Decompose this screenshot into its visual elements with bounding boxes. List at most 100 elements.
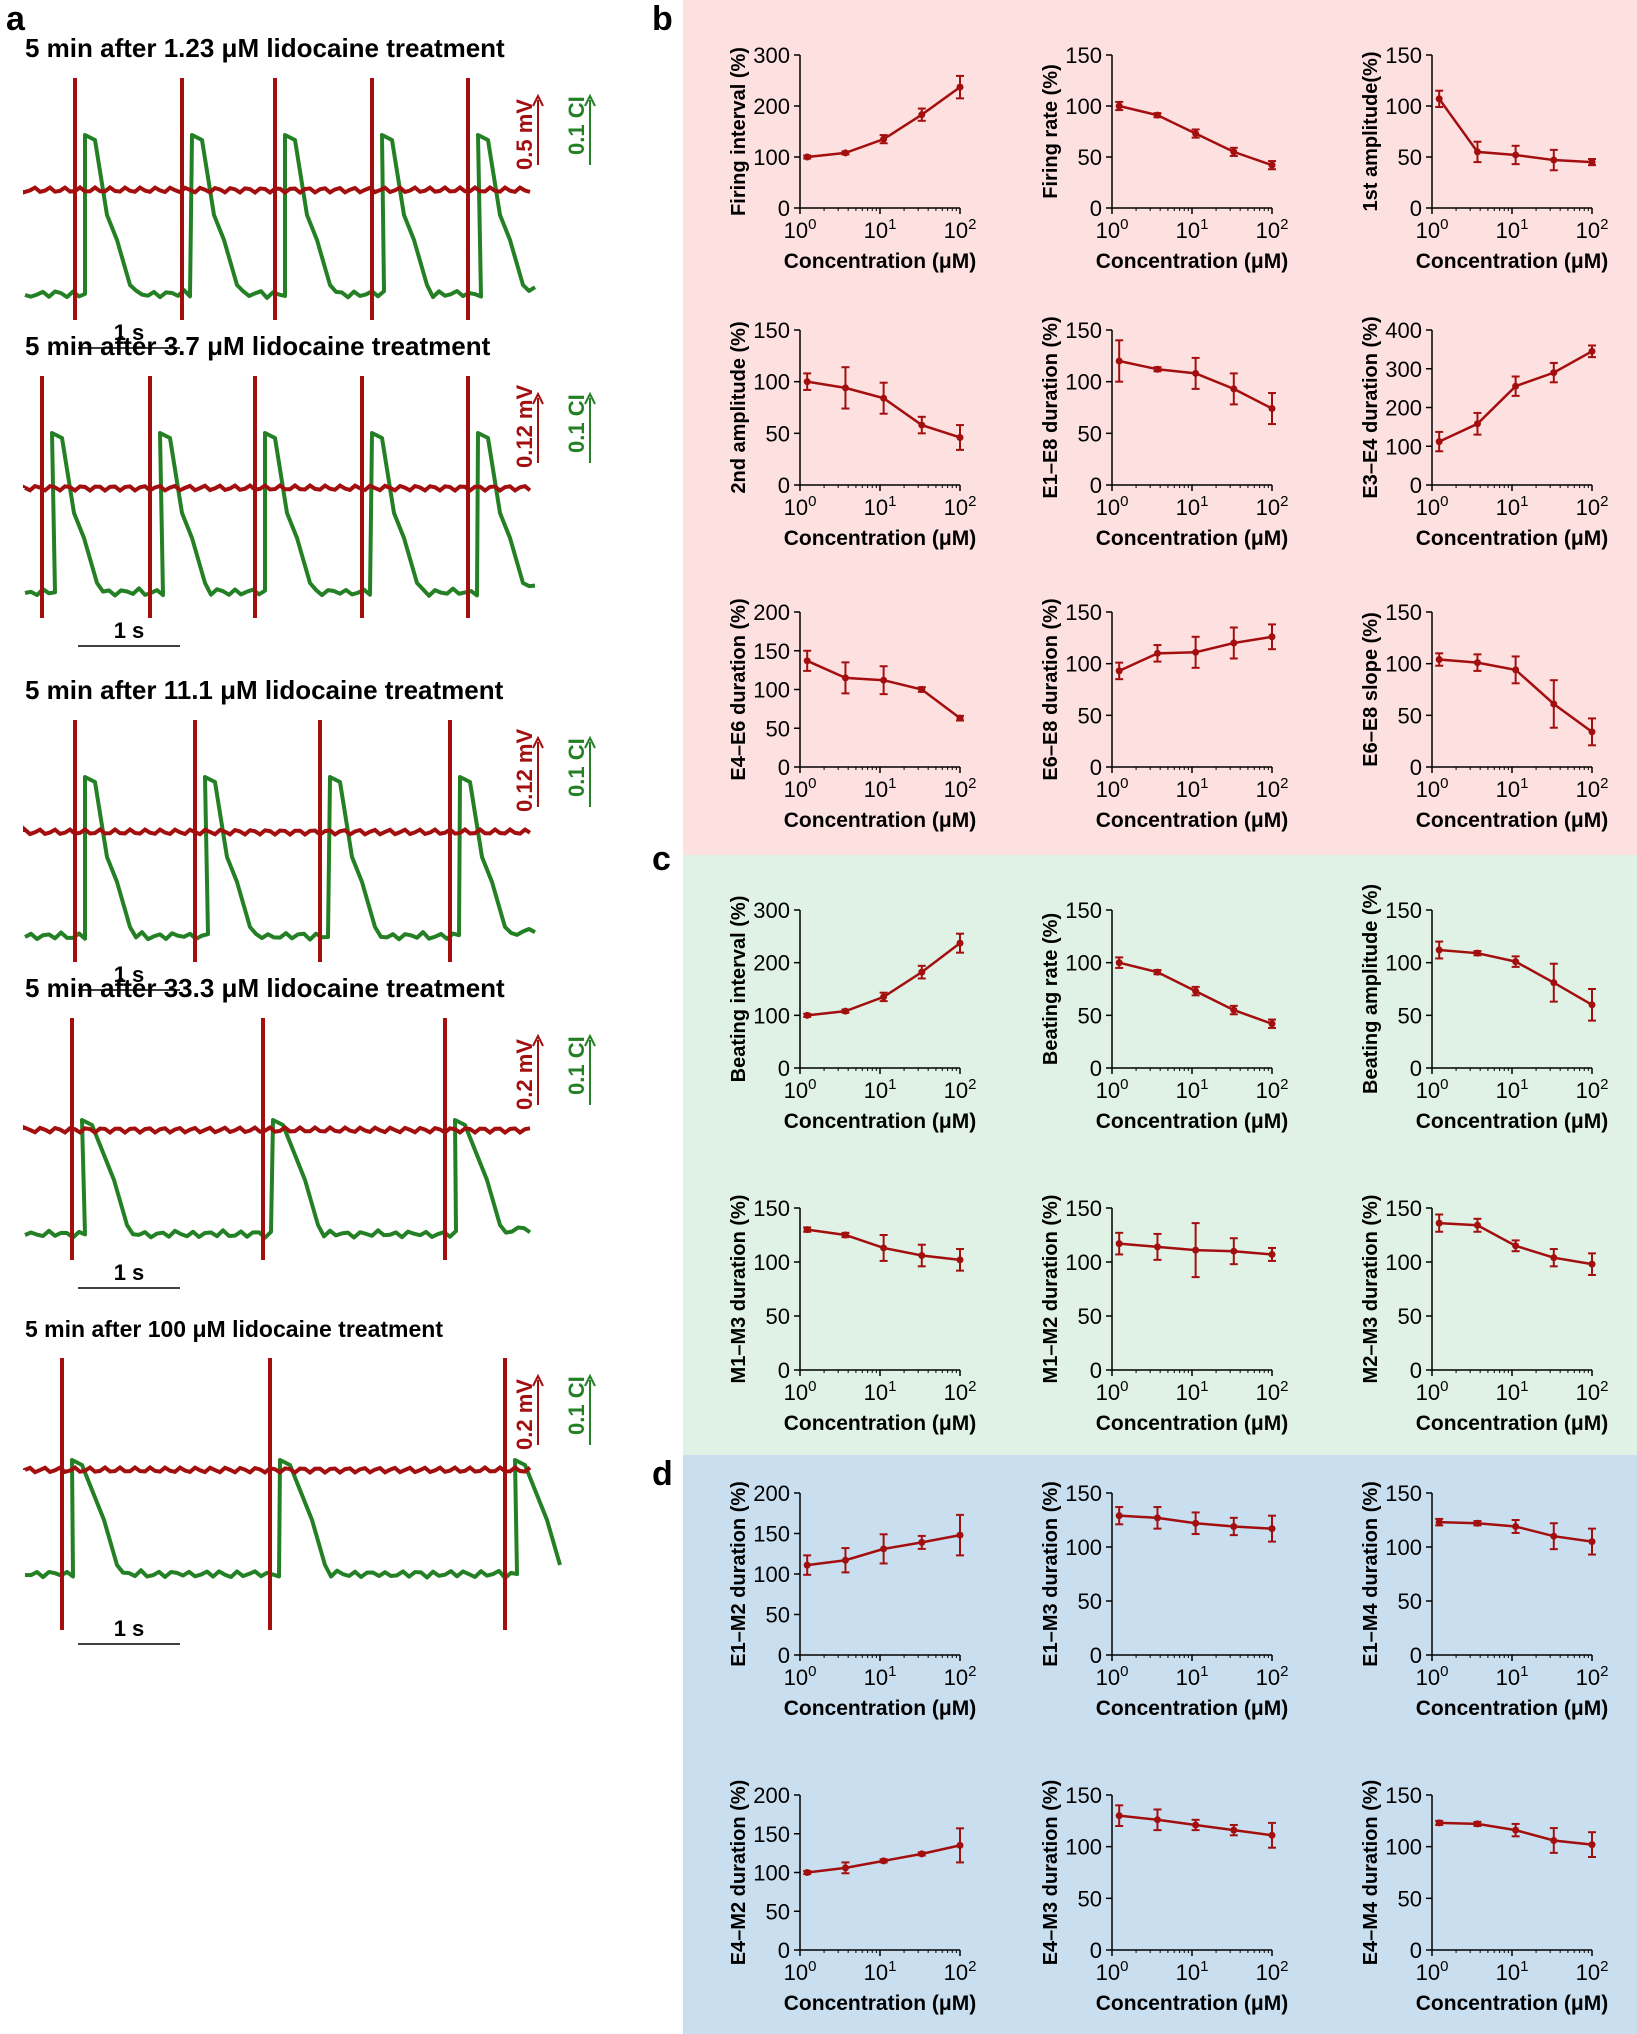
y-tick-label: 50 (1398, 1003, 1422, 1028)
y-axis-label: E1–E8 duration (%) (1040, 316, 1062, 498)
x-tick-label: 100 (784, 216, 817, 243)
y-tick-label: 200 (753, 94, 790, 119)
y-tick-label: 50 (1078, 421, 1102, 446)
time-scale-label: 1 s (114, 1260, 145, 1285)
y-tick-label: 0 (778, 755, 790, 780)
y-tick-label: 400 (1385, 318, 1422, 343)
y-tick-label: 200 (753, 600, 790, 625)
data-point (956, 714, 964, 722)
y-tick-label: 50 (1398, 1304, 1422, 1329)
data-point (1268, 405, 1276, 413)
y-tick-label: 150 (753, 1196, 790, 1221)
y-tick-label: 0 (1090, 196, 1102, 221)
data-point (918, 421, 926, 429)
trace-title: 5 min after 11.1 μM lidocaine treatment (25, 675, 504, 705)
y-tick-label: 200 (753, 1783, 790, 1808)
y-tick-label: 150 (1385, 600, 1422, 625)
data-point (1512, 1826, 1520, 1834)
data-point (803, 1869, 811, 1876)
y-tick-label: 0 (1090, 473, 1102, 498)
data-point (1268, 1831, 1276, 1839)
y-tick-label: 0 (1090, 1358, 1102, 1383)
impedance-scale-arrow (584, 1033, 596, 1047)
y-tick-label: 0 (778, 1056, 790, 1081)
y-axis-label: E4–E6 duration (%) (728, 598, 750, 780)
panel-d-background (683, 1455, 1637, 2034)
panel-label-c: c (652, 840, 671, 878)
x-axis-label: Concentration (μM) (1096, 250, 1289, 273)
data-point (918, 968, 926, 976)
y-axis-label: E4–M2 duration (%) (728, 1780, 750, 1966)
y-axis-label: E4–M4 duration (%) (1360, 1780, 1382, 1966)
data-point (1268, 1525, 1276, 1533)
data-point (1588, 158, 1596, 166)
y-tick-label: 300 (753, 43, 790, 68)
y-tick-label: 100 (1385, 1250, 1422, 1275)
voltage-scale-arrow (532, 1373, 544, 1387)
voltage-scale-arrow (532, 1033, 544, 1047)
data-point (1230, 1826, 1238, 1834)
x-axis-label: Concentration (μM) (784, 1992, 977, 2015)
y-tick-label: 300 (753, 898, 790, 923)
impedance-scale-label: 0.1 CI (564, 96, 589, 155)
data-point (1550, 156, 1558, 164)
data-point (1153, 1514, 1161, 1522)
x-axis-label: Concentration (μM) (1096, 1110, 1289, 1133)
data-point (1153, 649, 1161, 657)
y-tick-label: 150 (1385, 43, 1422, 68)
data-point (956, 939, 964, 947)
trace-title: 5 min after 33.3 μM lidocaine treatment (25, 973, 505, 1003)
data-point (1153, 968, 1161, 976)
y-tick-label: 50 (1078, 1886, 1102, 1911)
y-tick-label: 0 (778, 1938, 790, 1963)
data-point (1115, 667, 1123, 675)
y-axis-label: Beating amplitude (%) (1360, 884, 1382, 1094)
data-point (841, 384, 849, 392)
x-axis-label: Concentration (μM) (1096, 1412, 1289, 1435)
data-point (1230, 1522, 1238, 1530)
y-tick-label: 150 (753, 1522, 790, 1547)
data-point (1473, 1519, 1481, 1527)
y-tick-label: 200 (753, 1481, 790, 1506)
data-point (1588, 347, 1596, 355)
x-axis-label: Concentration (μM) (784, 527, 977, 550)
panel-b-background (683, 0, 1637, 855)
y-tick-label: 150 (1385, 898, 1422, 923)
y-tick-label: 50 (766, 1899, 790, 1924)
impedance-scale-arrow (584, 1373, 596, 1387)
data-point (1435, 946, 1443, 954)
y-tick-label: 150 (1065, 318, 1102, 343)
y-tick-label: 100 (1385, 1535, 1422, 1560)
impedance-trace (24, 133, 537, 300)
y-axis-label: Beating interval (%) (728, 896, 750, 1083)
y-axis-label: E1–M3 duration (%) (1040, 1481, 1062, 1667)
y-tick-label: 50 (766, 421, 790, 446)
ecg-trace (23, 825, 532, 837)
y-tick-label: 0 (1090, 1056, 1102, 1081)
trace-title: 5 min after 3.7 μM lidocaine treatment (25, 331, 491, 361)
data-point (1115, 1512, 1123, 1520)
y-tick-label: 0 (1410, 1056, 1422, 1081)
y-axis-label: E1–M2 duration (%) (728, 1481, 750, 1667)
y-tick-label: 0 (1410, 755, 1422, 780)
impedance-scale-arrow (584, 735, 596, 749)
impedance-scale-label: 0.1 CI (564, 738, 589, 797)
y-tick-label: 0 (1090, 755, 1102, 780)
y-tick-label: 100 (1065, 1835, 1102, 1860)
data-point (841, 149, 849, 157)
data-point (1115, 959, 1123, 967)
x-axis-label: Concentration (μM) (784, 809, 977, 832)
data-point (1192, 648, 1200, 656)
panel-label-d: d (652, 1455, 673, 1493)
data-point (1550, 700, 1558, 708)
y-tick-label: 150 (1385, 1783, 1422, 1808)
y-axis-label: E1–M4 duration (%) (1360, 1481, 1382, 1667)
